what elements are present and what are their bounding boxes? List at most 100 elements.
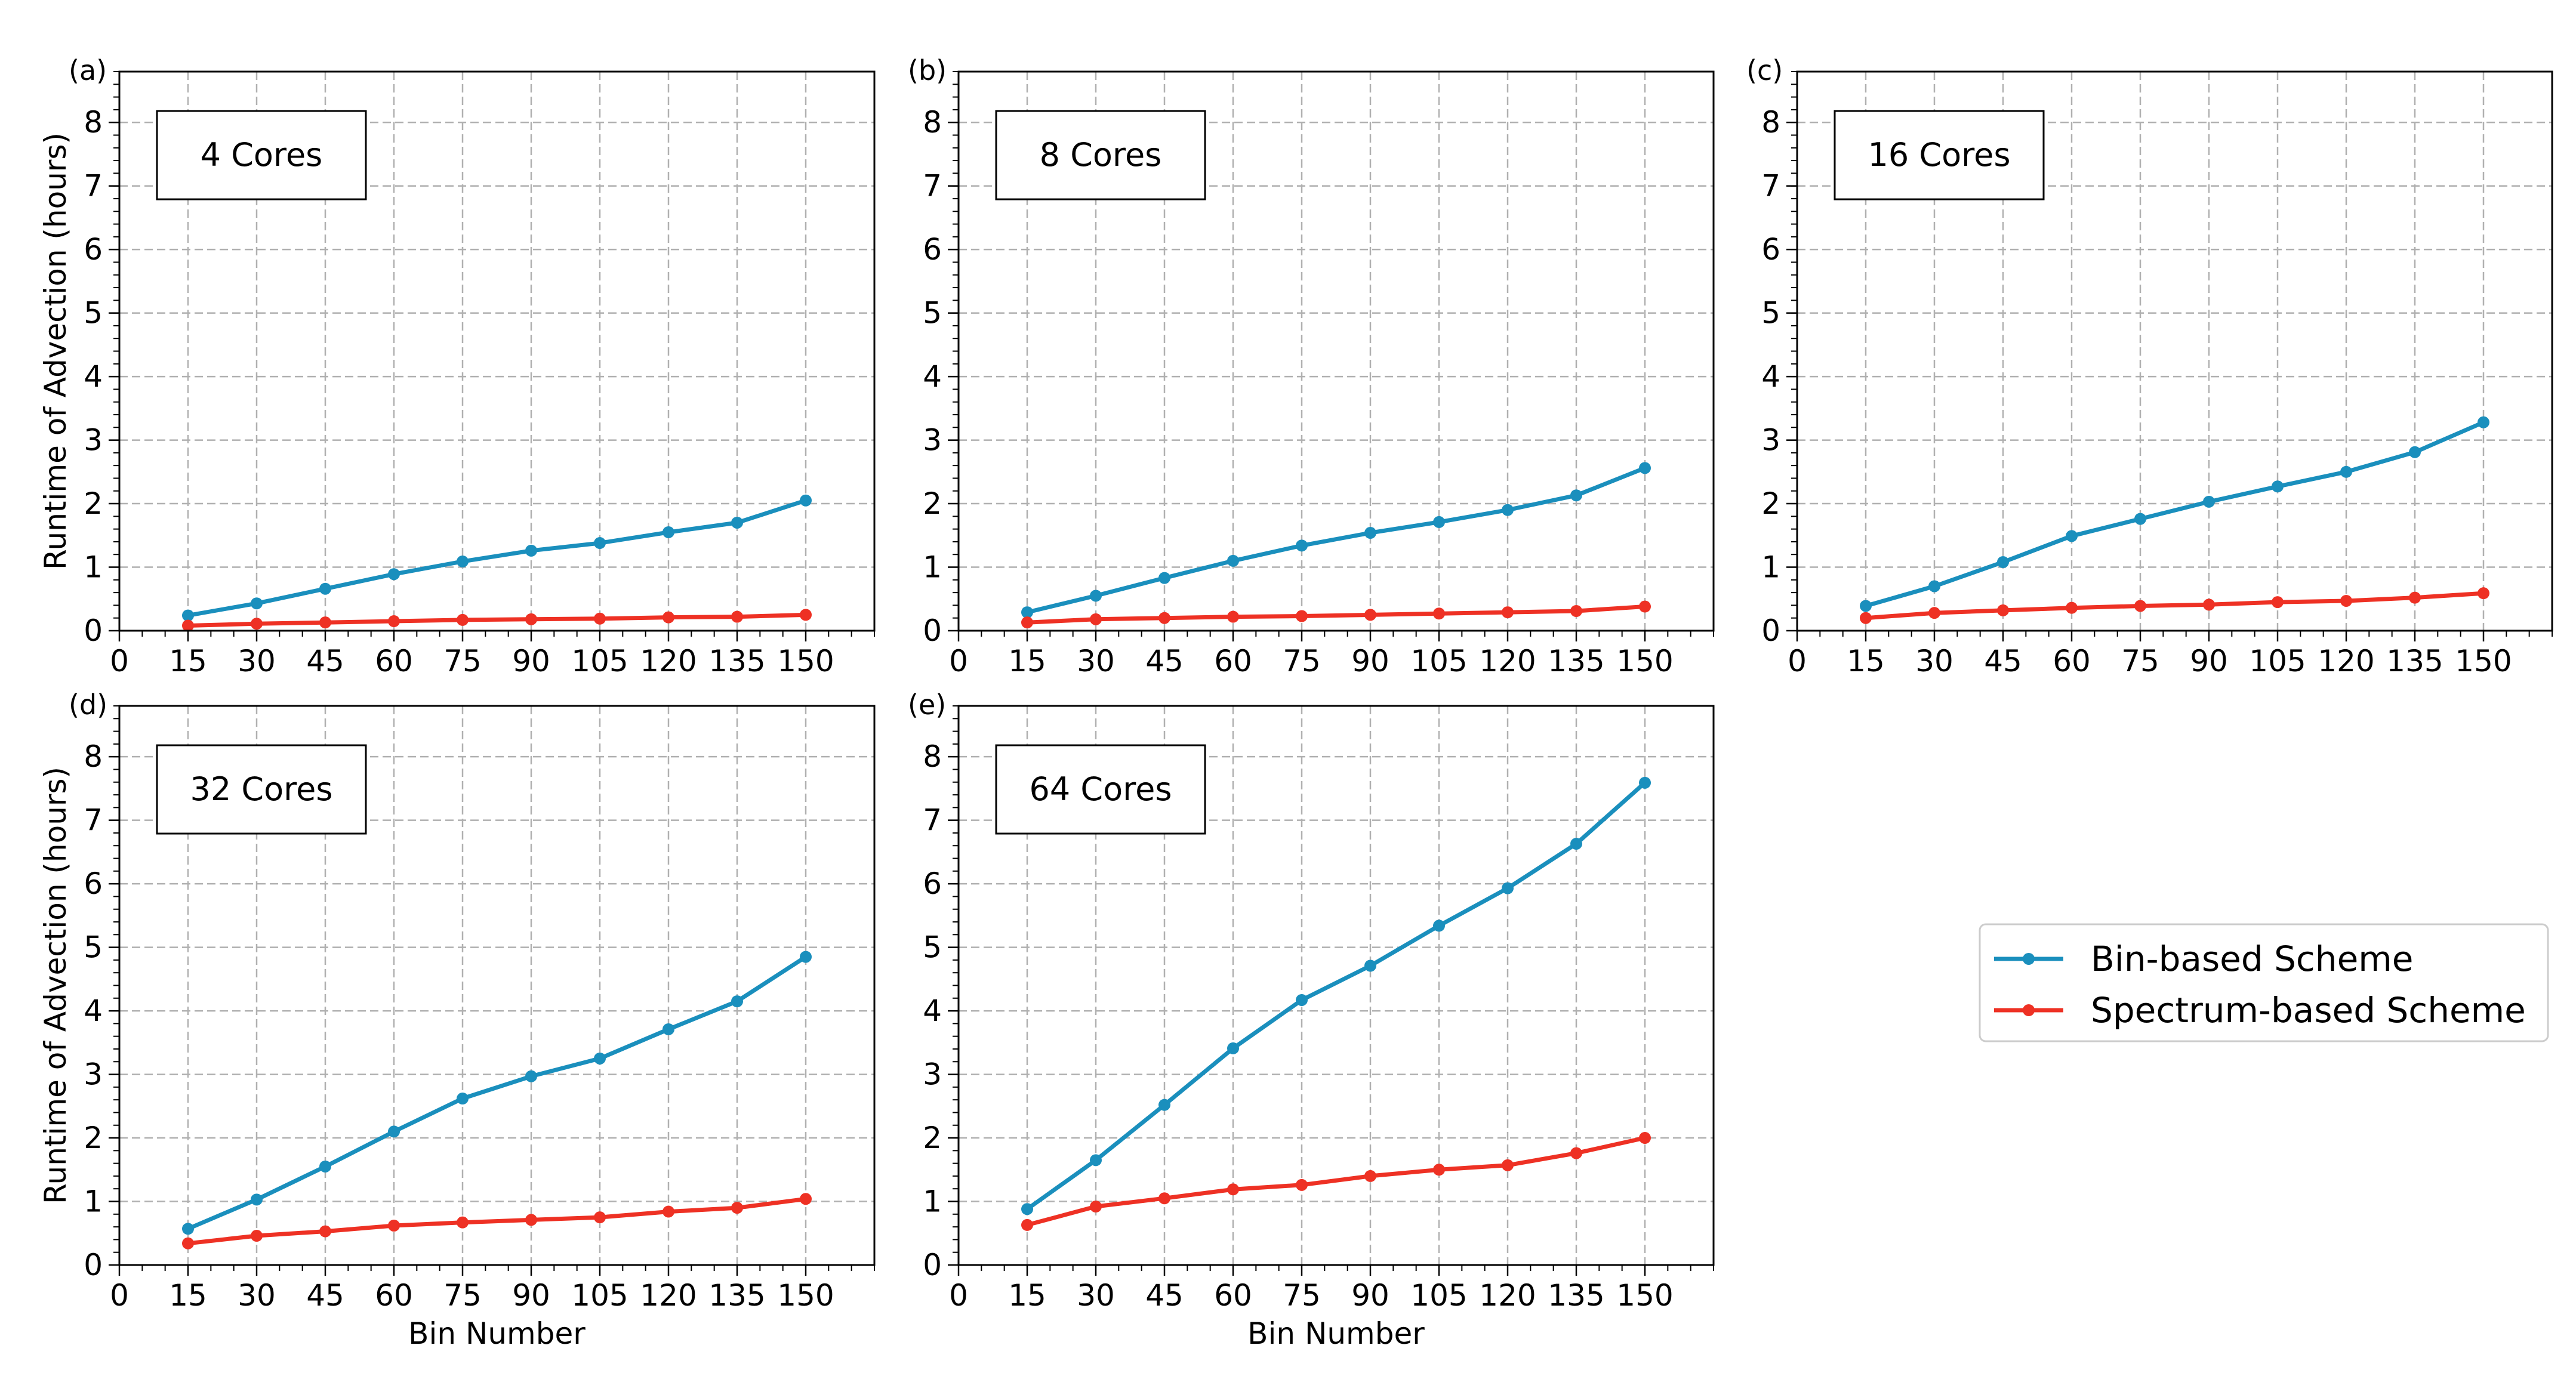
x-tick-label: 120 xyxy=(2318,644,2374,678)
spectrum-based-data-point xyxy=(1296,1178,1308,1191)
panel-c: 0 15 30 45 60 75 90 105 120 135 150012345678(c)16 … xyxy=(1746,54,2553,678)
bin-based-data-point xyxy=(457,555,469,567)
x-tick-label: 105 xyxy=(571,1278,628,1313)
bin-based-data-point xyxy=(319,1160,331,1173)
spectrum-based-data-point xyxy=(731,1202,743,1214)
bin-based-data-point xyxy=(1090,590,1102,602)
x-axis-label: Bin Number xyxy=(408,1316,586,1351)
spectrum-based-data-point xyxy=(1021,616,1033,629)
x-tick-label: 45 xyxy=(306,644,344,678)
panel-title: 8 Cores xyxy=(1040,136,1162,174)
panel-title-box xyxy=(1834,110,2045,200)
spectrum-based-data-point xyxy=(1433,1164,1445,1176)
bin-based-data-point xyxy=(1227,554,1239,567)
bin-based-data-point xyxy=(800,494,812,507)
spectrum-based-series-line xyxy=(1025,1136,1647,1227)
bin-based-data-point xyxy=(1639,462,1651,474)
bin-based-data-point xyxy=(2478,416,2489,428)
y-tick-label: 8 xyxy=(84,739,103,774)
bin-based-data-point xyxy=(388,568,400,581)
y-tick-label: 8 xyxy=(84,105,103,140)
x-tick-label: 105 xyxy=(2249,644,2306,678)
spectrum-based-data-point xyxy=(800,609,812,621)
legend-marker-spectrum-based xyxy=(2023,1004,2035,1016)
x-tick-label: 0 xyxy=(949,1278,968,1313)
panel-title: 4 Cores xyxy=(201,136,323,174)
axes-frame xyxy=(118,70,876,632)
y-tick-label: 7 xyxy=(84,169,103,203)
bin-based-data-point xyxy=(663,526,674,538)
bin-based-data-point xyxy=(1860,600,1872,612)
y-tick-label: 7 xyxy=(923,803,942,838)
y-tick-label: 5 xyxy=(1761,296,1780,331)
spectrum-based-data-point xyxy=(1227,610,1239,623)
panel-title-box xyxy=(156,110,367,200)
spectrum-based-data-point xyxy=(1860,612,1872,624)
x-tick-label: 90 xyxy=(512,1278,550,1313)
x-tick-label: 105 xyxy=(1410,644,1467,678)
x-tick-label: 105 xyxy=(571,644,628,678)
spectrum-based-series-line xyxy=(186,1196,808,1246)
y-tick-label: 4 xyxy=(923,994,942,1028)
y-tick-label: 0 xyxy=(923,613,942,648)
spectrum-based-series-line xyxy=(186,612,808,628)
bin-based-data-point xyxy=(525,544,537,557)
spectrum-based-data-point xyxy=(525,613,537,625)
spectrum-based-data-point xyxy=(1997,604,2009,616)
spectrum-based-data-point xyxy=(182,1237,194,1249)
spectrum-based-data-point xyxy=(1364,1170,1376,1182)
spectrum-based-data-point xyxy=(2203,598,2215,611)
y-tick-label: 6 xyxy=(84,232,103,267)
bin-based-data-point xyxy=(1639,776,1651,789)
x-tick-label: 45 xyxy=(1145,644,1184,678)
spectrum-based-data-point xyxy=(1227,1183,1239,1196)
spectrum-based-data-point xyxy=(319,616,331,629)
x-tick-label: 0 xyxy=(949,644,968,678)
bin-based-data-point xyxy=(1021,606,1033,619)
bin-based-data-point xyxy=(457,1093,469,1105)
bin-based-data-point xyxy=(731,995,743,1008)
bin-based-data-point xyxy=(319,582,331,595)
x-tick-label: 75 xyxy=(443,644,482,678)
x-tick-label: 90 xyxy=(2190,644,2228,678)
bin-based-data-point xyxy=(1296,539,1308,552)
x-tick-label: 45 xyxy=(1145,1278,1184,1313)
y-tick-label: 2 xyxy=(84,486,103,521)
spectrum-based-data-point xyxy=(1639,600,1651,613)
spectrum-based-series-line xyxy=(1863,591,2486,621)
y-tick-label: 3 xyxy=(84,1057,103,1092)
x-tick-label: 75 xyxy=(2121,644,2159,678)
panel-d: 0 15 30 45 60 75 90 105 120 135 150012345678(d)32 … xyxy=(38,689,876,1351)
y-tick-label: 0 xyxy=(923,1248,942,1282)
legend-label-bin-based: Bin-based Scheme xyxy=(2091,939,2413,979)
panel-title: 16 Cores xyxy=(1868,136,2011,174)
bin-based-data-point xyxy=(1570,489,1582,502)
x-tick-label: 15 xyxy=(1847,644,1885,678)
bin-based-data-point xyxy=(1364,527,1376,539)
y-tick-label: 0 xyxy=(1761,613,1780,648)
y-tick-label: 7 xyxy=(1761,169,1780,203)
spectrum-based-data-point xyxy=(1090,1201,1102,1213)
spectrum-based-data-point xyxy=(1570,604,1582,617)
spectrum-based-data-point xyxy=(2134,600,2146,612)
bin-based-data-point xyxy=(1364,959,1376,972)
spectrum-based-data-point xyxy=(525,1214,537,1226)
x-tick-label: 120 xyxy=(640,644,697,678)
bin-based-data-point xyxy=(1502,504,1514,516)
bin-based-data-point xyxy=(1928,580,1940,593)
spectrum-based-data-point xyxy=(1090,613,1102,625)
spectrum-based-data-point xyxy=(1502,1159,1514,1171)
x-tick-label: 60 xyxy=(375,1278,413,1313)
legend-label-spectrum-based: Spectrum-based Scheme xyxy=(2091,990,2526,1030)
panel-e: 0 15 30 45 60 75 90 105 120 135 150012345678(e)64 … xyxy=(908,689,1715,1351)
bin-based-series-line xyxy=(1025,465,1647,615)
x-tick-label: 30 xyxy=(1077,1278,1115,1313)
y-tick-label: 5 xyxy=(84,930,103,965)
spectrum-based-data-point xyxy=(251,1230,263,1242)
y-tick-label: 1 xyxy=(84,1184,103,1219)
spectrum-based-data-point xyxy=(457,613,469,626)
bin-based-data-point xyxy=(1997,556,2009,569)
bin-based-data-point xyxy=(2134,513,2146,525)
spectrum-based-series-line xyxy=(1025,604,1647,625)
